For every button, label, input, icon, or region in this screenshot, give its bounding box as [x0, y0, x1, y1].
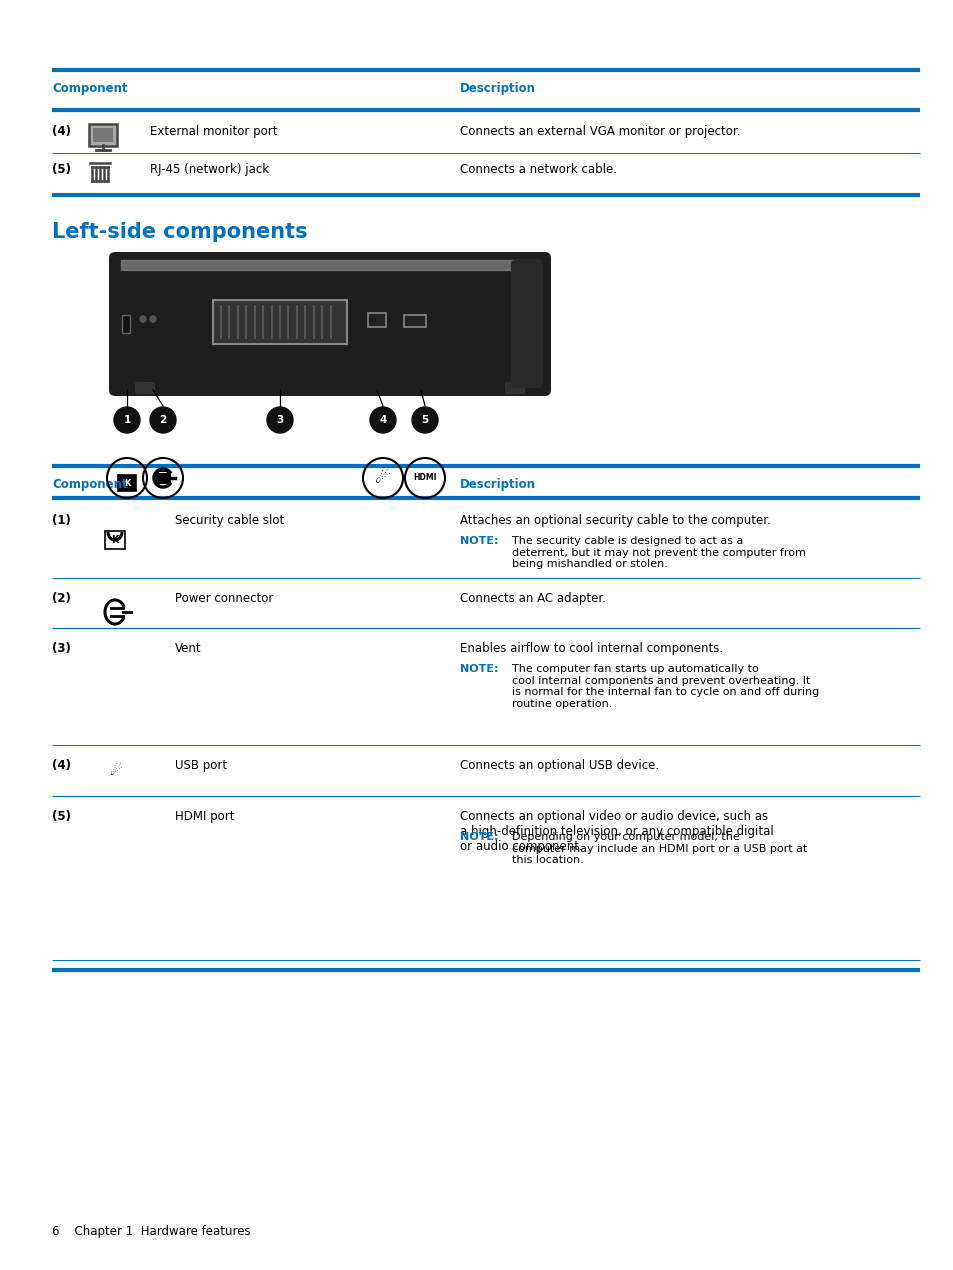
Text: Vent: Vent [174, 643, 201, 655]
Circle shape [267, 406, 293, 433]
Text: (4): (4) [52, 759, 71, 772]
FancyBboxPatch shape [109, 251, 551, 396]
Text: 5: 5 [421, 415, 428, 425]
Text: (5): (5) [52, 163, 71, 177]
Text: Connects a network cable.: Connects a network cable. [459, 163, 617, 177]
Text: ☄: ☄ [375, 469, 391, 486]
Text: ☄: ☄ [109, 765, 121, 779]
Text: RJ-45 (network) jack: RJ-45 (network) jack [150, 163, 269, 177]
Text: (3): (3) [52, 643, 71, 655]
FancyBboxPatch shape [135, 382, 154, 394]
Text: ⷀ: ⷀ [157, 469, 169, 488]
Text: Connects an optional USB device.: Connects an optional USB device. [459, 759, 659, 772]
Text: 2: 2 [159, 415, 167, 425]
Text: K: K [112, 535, 118, 545]
Text: Security cable slot: Security cable slot [174, 514, 284, 527]
Text: Connects an optional video or audio device, such as
a high-definition television: Connects an optional video or audio devi… [459, 810, 773, 853]
Text: Enables airflow to cool internal components.: Enables airflow to cool internal compone… [459, 643, 722, 655]
Circle shape [370, 406, 395, 433]
Text: 1: 1 [123, 415, 131, 425]
FancyBboxPatch shape [89, 124, 117, 146]
FancyBboxPatch shape [118, 475, 136, 491]
Text: Left-side components: Left-side components [52, 222, 307, 243]
Text: External monitor port: External monitor port [150, 124, 277, 138]
FancyBboxPatch shape [105, 531, 125, 549]
Text: The computer fan starts up automatically to
cool internal components and prevent: The computer fan starts up automatically… [512, 664, 819, 709]
Text: 4: 4 [379, 415, 386, 425]
Text: K: K [124, 479, 130, 488]
Text: (2): (2) [52, 592, 71, 605]
Text: Depending on your computer model, the
computer may include an HDMI port or a USB: Depending on your computer model, the co… [512, 832, 806, 865]
Text: (4): (4) [52, 124, 71, 138]
Text: Connects an AC adapter.: Connects an AC adapter. [459, 592, 605, 605]
FancyBboxPatch shape [403, 315, 426, 326]
Text: HDMI port: HDMI port [174, 810, 234, 823]
FancyBboxPatch shape [368, 312, 386, 326]
Text: Description: Description [459, 83, 536, 95]
Text: 6    Chapter 1  Hardware features: 6 Chapter 1 Hardware features [52, 1226, 251, 1238]
Text: Description: Description [459, 478, 536, 491]
Text: (5): (5) [52, 810, 71, 823]
FancyBboxPatch shape [122, 315, 130, 333]
FancyBboxPatch shape [92, 128, 112, 142]
Text: NOTE:: NOTE: [459, 664, 498, 674]
FancyBboxPatch shape [511, 260, 542, 389]
Text: NOTE:: NOTE: [459, 832, 498, 842]
Circle shape [140, 316, 146, 323]
Circle shape [150, 316, 156, 323]
Text: The security cable is designed to act as a
deterrent, but it may not prevent the: The security cable is designed to act as… [512, 536, 805, 569]
Text: Connects an external VGA monitor or projector.: Connects an external VGA monitor or proj… [459, 124, 740, 138]
Circle shape [412, 406, 437, 433]
Text: HDMI: HDMI [413, 474, 436, 483]
Text: 3: 3 [276, 415, 283, 425]
Text: USB port: USB port [174, 759, 227, 772]
Text: Attaches an optional security cable to the computer.: Attaches an optional security cable to t… [459, 514, 770, 527]
Text: Component: Component [52, 478, 128, 491]
Text: NOTE:: NOTE: [459, 536, 498, 546]
Text: (1): (1) [52, 514, 71, 527]
FancyBboxPatch shape [504, 382, 524, 394]
FancyBboxPatch shape [213, 300, 347, 344]
Circle shape [113, 406, 140, 433]
Text: Power connector: Power connector [174, 592, 274, 605]
Circle shape [150, 406, 175, 433]
Text: Component: Component [52, 83, 128, 95]
